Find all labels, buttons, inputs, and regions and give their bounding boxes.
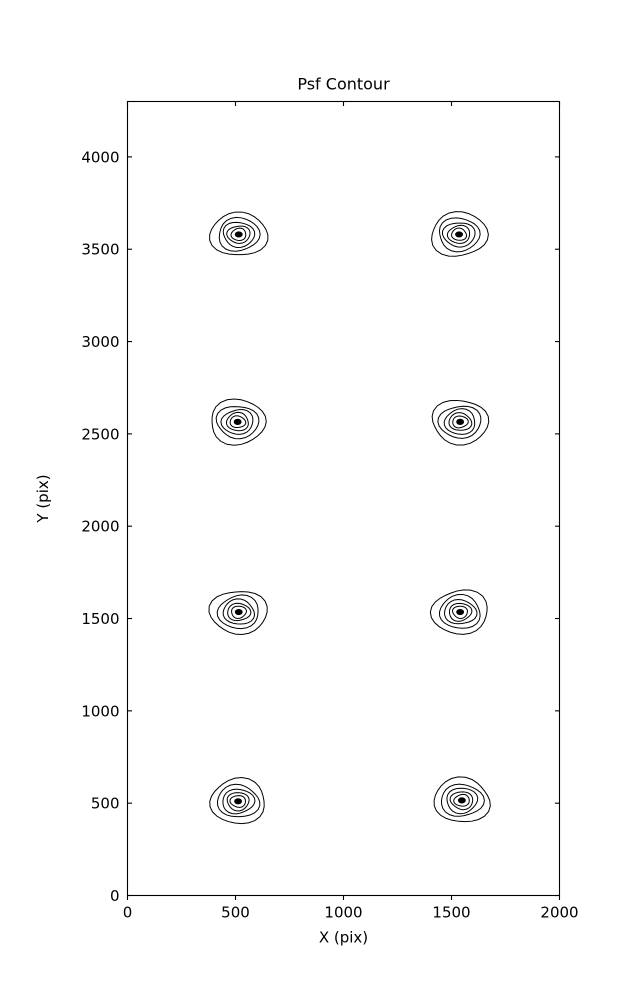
psf-source [431, 211, 489, 257]
psf-contour-ring [438, 593, 481, 629]
psf-contour-ring [226, 792, 250, 812]
psf-contour-ring [226, 225, 251, 244]
y-tick-label: 2000 [81, 518, 119, 536]
psf-contour-core [234, 231, 243, 238]
psf-contour-core [457, 797, 466, 804]
psf-source [433, 776, 491, 823]
y-axis-label: Y (pix) [34, 474, 52, 523]
psf-contour-ring [431, 211, 489, 257]
psf-contour-ring [230, 227, 247, 241]
psf-source [209, 211, 269, 256]
psf-contour-core [233, 418, 242, 425]
psf-contour-ring [433, 776, 491, 823]
psf-contour-ring [231, 605, 247, 620]
psf-source [431, 399, 490, 446]
psf-contour-core [456, 418, 465, 425]
psf-contour-ring [453, 793, 470, 807]
y-tick-label: 1500 [81, 610, 119, 628]
psf-source [429, 589, 488, 635]
psf-source [208, 591, 268, 636]
y-tick-label: 1000 [81, 702, 119, 720]
psf-contour-ring [448, 412, 473, 431]
plot-title: Psf Contour [297, 75, 390, 94]
psf-contour-ring [441, 783, 485, 817]
y-tick-label: 2500 [81, 425, 119, 443]
y-tick-label: 0 [110, 887, 120, 905]
psf-contour-ring [229, 795, 246, 808]
psf-source [211, 398, 267, 446]
y-tick-label: 4000 [81, 148, 119, 166]
psf-contour-ring [216, 594, 259, 630]
psf-contour-ring [222, 221, 256, 248]
psf-contour-ring [444, 598, 478, 625]
psf-contour-ring [225, 411, 249, 432]
x-tick-label: 1000 [324, 904, 362, 922]
psf-contour-ring [220, 409, 254, 435]
psf-contour-ring [451, 227, 468, 241]
x-tick-label: 500 [221, 904, 250, 922]
psf-contour-ring [448, 602, 473, 622]
x-tick-label: 1500 [432, 904, 470, 922]
psf-contour-ring [452, 415, 469, 429]
psf-contour-ring [218, 216, 261, 252]
psf-contour-ring [446, 224, 471, 244]
psf-contour-ring [437, 405, 482, 439]
plot-frame [126, 100, 561, 897]
x-tick-label: 2000 [540, 904, 578, 922]
psf-contour-ring [215, 406, 260, 440]
psf-contour-ring [452, 605, 468, 620]
psf-contour-ring [443, 408, 476, 435]
psf-contour-ring [438, 217, 481, 253]
y-tick-label: 500 [91, 795, 120, 813]
psf-contour-ring [209, 211, 269, 256]
psf-contour-ring [227, 602, 252, 622]
psf-contour-ring [211, 398, 267, 446]
psf-contour-ring [222, 788, 256, 815]
psf-contour-core [455, 231, 463, 238]
psf-source [209, 777, 265, 825]
psf-contour-core [234, 608, 243, 616]
psf-contour-core [456, 608, 465, 616]
psf-contour-ring [429, 589, 488, 635]
y-tick-label: 3500 [81, 241, 119, 259]
psf-contour-ring [222, 598, 256, 625]
y-tick-label: 3000 [81, 333, 119, 351]
psf-contour-ring [442, 222, 476, 248]
psf-contour-ring [431, 399, 490, 446]
psf-contour-ring [216, 783, 261, 818]
psf-contour-ring [229, 415, 247, 428]
x-axis-label: X (pix) [319, 929, 368, 947]
psf-contour-ring [449, 791, 474, 811]
x-tick-label: 0 [123, 904, 133, 922]
psf-contour-ring [208, 591, 268, 636]
psf-contour-ring [209, 777, 265, 825]
psf-contour-ring [446, 787, 479, 815]
psf-contour-core [234, 798, 243, 805]
